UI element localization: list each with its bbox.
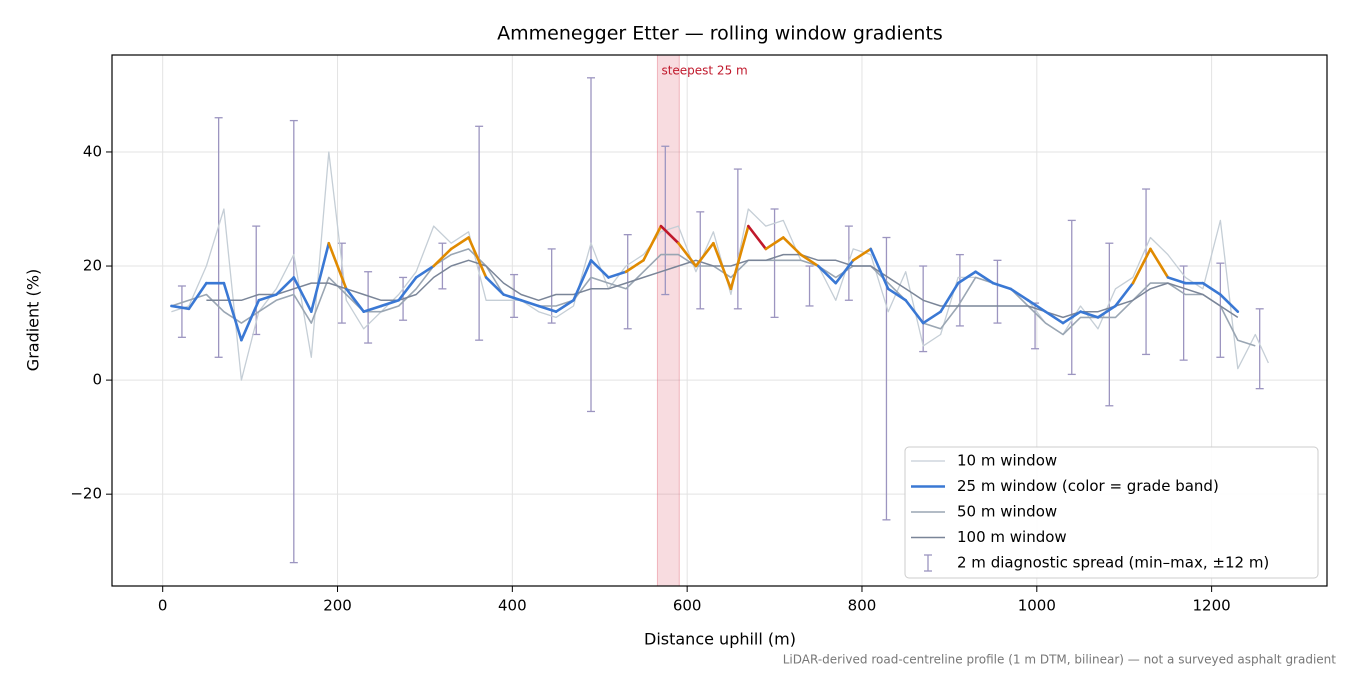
series-segment	[1166, 276, 1187, 285]
series-segment	[1044, 310, 1065, 325]
series-segment	[1079, 310, 1100, 319]
series-segment	[956, 270, 977, 285]
series-segment	[449, 236, 470, 251]
series-segment	[851, 247, 873, 262]
series-segment	[607, 270, 628, 279]
series-segment	[170, 304, 191, 311]
legend-box	[904, 446, 1319, 579]
series-segment	[1026, 298, 1047, 313]
series-segment	[712, 241, 733, 291]
series-segment	[1219, 293, 1240, 313]
series-segment	[677, 241, 698, 268]
series-segment	[554, 298, 575, 313]
series-segment	[816, 264, 838, 285]
y-tick-label: 0	[92, 371, 102, 389]
y-axis-label: Gradient (%)	[24, 269, 43, 371]
series-segment	[729, 224, 750, 291]
x-tick-label: 200	[323, 597, 352, 615]
legend-label: 50 m window	[957, 503, 1057, 521]
x-axis-label: Distance uphill (m)	[644, 630, 796, 649]
series-segment	[1009, 287, 1030, 302]
legend: 10 m window 25 m window (color = grade ba…	[904, 446, 1319, 579]
y-tick-label: 20	[83, 257, 102, 275]
series-segment	[379, 298, 401, 308]
x-tick-label: 600	[673, 597, 702, 615]
series-segment	[537, 304, 558, 313]
series-segment	[974, 270, 995, 285]
series-segment	[904, 298, 925, 325]
plot-frame	[111, 54, 1328, 587]
series-segment	[484, 276, 505, 296]
series-segment	[467, 236, 488, 279]
y-tick-label: −20	[70, 485, 102, 503]
series-segment	[694, 241, 715, 268]
x-tick-label: 400	[498, 597, 527, 615]
series-segment	[222, 281, 243, 342]
series-segment	[187, 281, 208, 311]
series-segment	[886, 287, 907, 302]
series-segment	[1096, 304, 1117, 319]
series-segment	[642, 224, 663, 262]
legend-label: 2 m diagnostic spread (min–max, ±12 m)	[957, 554, 1269, 572]
series-segment	[327, 241, 348, 291]
series-segment	[869, 247, 890, 291]
series-segment	[1131, 247, 1152, 285]
series-segment	[344, 287, 366, 313]
highlight-span	[656, 55, 680, 586]
series-segment	[362, 304, 383, 313]
x-tick-label: 1200	[1193, 597, 1231, 615]
series-segment	[799, 253, 820, 268]
x-tick-label: 1000	[1018, 597, 1056, 615]
series-segment	[397, 276, 418, 302]
footnote: LiDAR-derived road-centreline profile (1…	[783, 653, 1337, 667]
series-segment	[502, 293, 523, 302]
series-segment	[275, 276, 296, 296]
series-segment	[991, 281, 1012, 291]
series-segment	[1201, 281, 1222, 296]
series-segment	[257, 293, 278, 302]
series-segment	[519, 298, 540, 308]
highlight-label: steepest 25 m	[661, 64, 747, 78]
series-segment	[624, 259, 645, 274]
series-segment	[414, 264, 435, 279]
series-segment	[659, 224, 680, 245]
series-segment	[939, 281, 960, 313]
series-segment	[432, 247, 453, 268]
series-segment	[240, 298, 261, 342]
series-segment	[589, 259, 610, 279]
y-tick-label: 40	[83, 142, 102, 160]
series-segment	[1114, 281, 1135, 308]
series-segment	[747, 224, 768, 251]
legend-label: 25 m window (color = grade band)	[957, 477, 1219, 495]
legend-label: 10 m window	[957, 452, 1057, 470]
plot-layer	[112, 55, 1327, 586]
x-tick-label: 0	[158, 597, 168, 615]
series-segment	[309, 241, 331, 313]
series-segment	[572, 259, 593, 302]
series-segment	[921, 310, 942, 325]
series-segment	[834, 259, 855, 285]
x-tick-label: 800	[848, 597, 877, 615]
series-segment	[782, 236, 803, 256]
chart-title: Ammenegger Etter — rolling window gradie…	[497, 23, 943, 45]
legend-label: 100 m window	[957, 528, 1067, 546]
series-segment	[1149, 247, 1170, 279]
series-segment	[1061, 310, 1082, 325]
series-segment	[764, 236, 785, 251]
series-segment	[292, 276, 313, 313]
